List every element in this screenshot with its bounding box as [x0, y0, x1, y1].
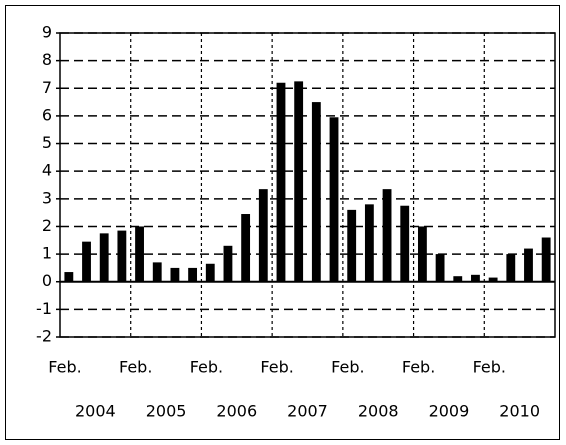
plot-border	[59, 32, 556, 338]
x-tick-label: Feb.	[260, 358, 293, 377]
x-tick-label: Feb.	[402, 358, 435, 377]
bar	[364, 204, 374, 282]
bar	[417, 226, 427, 282]
y-tick-label: 0	[42, 271, 52, 290]
year-label: 2007	[287, 402, 328, 421]
x-tick-label: Feb.	[190, 358, 223, 377]
bar	[488, 277, 498, 282]
bar	[64, 272, 74, 282]
bar	[400, 205, 410, 282]
year-label: 2009	[429, 402, 470, 421]
frame	[5, 5, 560, 440]
bar	[82, 241, 91, 282]
y-tick-label: 5	[42, 133, 52, 152]
bar	[506, 254, 516, 282]
bar	[276, 82, 286, 282]
bar	[329, 117, 339, 282]
y-tick-label: 4	[42, 161, 52, 180]
x-tick-label: Feb.	[48, 358, 81, 377]
bar	[170, 267, 180, 282]
y-tick-label: 2	[42, 216, 52, 235]
year-label: 2010	[499, 402, 540, 421]
bar	[347, 209, 357, 282]
bar	[453, 276, 463, 282]
bar	[205, 263, 215, 282]
year-label: 2008	[358, 402, 399, 421]
year-label: 2004	[75, 402, 116, 421]
y-tick-label: -2	[36, 327, 52, 346]
y-tick-label: 9	[42, 23, 52, 42]
bar	[241, 214, 251, 282]
bar	[152, 262, 162, 282]
bar	[382, 189, 392, 282]
bar	[188, 267, 198, 282]
x-tick-label: Feb.	[331, 358, 364, 377]
bar	[471, 274, 480, 282]
year-label: 2005	[146, 402, 187, 421]
bar	[135, 226, 144, 282]
bar	[258, 189, 268, 282]
y-tick-label: 6	[42, 105, 52, 124]
bar	[117, 230, 127, 282]
bar	[524, 248, 533, 282]
year-label: 2006	[216, 402, 257, 421]
x-tick-label: Feb.	[119, 358, 152, 377]
y-tick-label: 3	[42, 188, 52, 207]
y-tick-label: 1	[42, 244, 52, 263]
x-tick-label: Feb.	[473, 358, 506, 377]
bar	[294, 81, 304, 282]
bar	[435, 254, 445, 282]
bar	[311, 102, 321, 282]
bar	[541, 237, 551, 282]
y-tick-label: -1	[36, 299, 52, 318]
bar	[223, 245, 233, 282]
bar	[99, 233, 109, 282]
y-tick-label: 7	[42, 78, 52, 97]
y-tick-label: 8	[42, 50, 52, 69]
